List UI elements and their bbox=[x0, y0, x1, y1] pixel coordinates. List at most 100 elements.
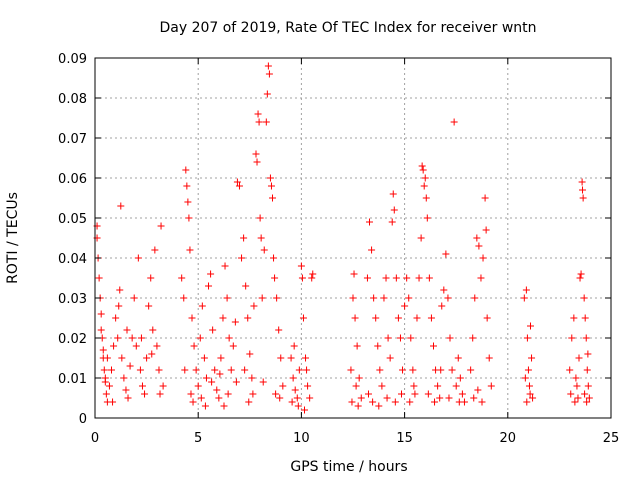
data-point bbox=[233, 178, 241, 186]
data-point bbox=[521, 374, 529, 382]
x-tick-label: 15 bbox=[396, 431, 413, 446]
data-point bbox=[438, 302, 446, 310]
data-point bbox=[577, 270, 585, 278]
data-point bbox=[264, 62, 272, 70]
data-point bbox=[190, 342, 198, 350]
data-point bbox=[352, 382, 360, 390]
data-point bbox=[124, 394, 132, 402]
data-point bbox=[256, 214, 264, 222]
data-point bbox=[566, 366, 574, 374]
data-point bbox=[351, 314, 359, 322]
data-point bbox=[263, 90, 271, 98]
data-point bbox=[257, 234, 265, 242]
data-point bbox=[101, 374, 109, 382]
data-point bbox=[444, 294, 452, 302]
data-point bbox=[200, 354, 208, 362]
data-point bbox=[269, 194, 277, 202]
data-point bbox=[219, 314, 227, 322]
data-point bbox=[279, 382, 287, 390]
data-point bbox=[369, 398, 377, 406]
data-point bbox=[300, 406, 308, 414]
data-point bbox=[249, 390, 257, 398]
data-point bbox=[529, 394, 537, 402]
data-point bbox=[110, 342, 118, 350]
data-point bbox=[189, 398, 197, 406]
data-point bbox=[477, 274, 485, 282]
plot-area-frame bbox=[94, 57, 612, 419]
data-point bbox=[376, 366, 384, 374]
data-point bbox=[585, 394, 593, 402]
data-point bbox=[245, 398, 253, 406]
y-tick-label: 0.05 bbox=[58, 212, 87, 227]
data-point bbox=[147, 274, 155, 282]
data-point bbox=[442, 250, 450, 258]
data-point bbox=[434, 382, 442, 390]
data-point bbox=[272, 390, 280, 398]
data-point bbox=[431, 398, 439, 406]
data-point bbox=[205, 282, 213, 290]
data-point bbox=[266, 174, 274, 182]
data-point bbox=[427, 314, 435, 322]
data-point bbox=[136, 366, 144, 374]
data-point bbox=[573, 382, 581, 390]
data-point bbox=[413, 314, 421, 322]
data-point bbox=[252, 150, 260, 158]
data-point bbox=[250, 302, 258, 310]
data-point bbox=[302, 354, 310, 362]
data-point bbox=[242, 282, 250, 290]
data-point bbox=[572, 374, 580, 382]
data-point bbox=[401, 302, 409, 310]
y-axis-label: ROTI / TECUs bbox=[5, 192, 21, 284]
data-point bbox=[248, 374, 256, 382]
data-point bbox=[469, 334, 477, 342]
data-point bbox=[291, 386, 299, 394]
data-point bbox=[216, 370, 224, 378]
data-point bbox=[208, 378, 216, 386]
data-point bbox=[137, 334, 145, 342]
data-point bbox=[223, 294, 231, 302]
data-point bbox=[262, 118, 270, 126]
data-point bbox=[575, 354, 583, 362]
data-point bbox=[277, 354, 285, 362]
data-point bbox=[102, 390, 110, 398]
data-point bbox=[455, 398, 463, 406]
y-tick-label: 0.02 bbox=[58, 332, 87, 347]
data-point bbox=[481, 194, 489, 202]
data-point bbox=[215, 394, 223, 402]
y-tick-label: 0 bbox=[79, 412, 87, 427]
data-point bbox=[418, 162, 426, 170]
data-point bbox=[132, 342, 140, 350]
data-point bbox=[389, 190, 397, 198]
data-point bbox=[260, 246, 268, 254]
data-point bbox=[458, 390, 466, 398]
data-point bbox=[232, 378, 240, 386]
data-point bbox=[254, 110, 262, 118]
data-point bbox=[194, 382, 202, 390]
data-point bbox=[197, 394, 205, 402]
data-point bbox=[275, 326, 283, 334]
data-point bbox=[380, 294, 388, 302]
data-point bbox=[213, 386, 221, 394]
data-point bbox=[149, 326, 157, 334]
data-point bbox=[448, 366, 456, 374]
data-point bbox=[419, 166, 427, 174]
data-point bbox=[112, 314, 120, 322]
data-point bbox=[348, 398, 356, 406]
data-point bbox=[383, 394, 391, 402]
data-point bbox=[454, 354, 462, 362]
data-point bbox=[523, 398, 531, 406]
data-point bbox=[445, 394, 453, 402]
data-point bbox=[474, 386, 482, 394]
data-point bbox=[568, 334, 576, 342]
data-point bbox=[581, 314, 589, 322]
data-point bbox=[425, 274, 433, 282]
data-point bbox=[523, 334, 531, 342]
data-point bbox=[384, 334, 392, 342]
data-point bbox=[520, 294, 528, 302]
data-point bbox=[429, 342, 437, 350]
data-point bbox=[207, 270, 215, 278]
data-point bbox=[181, 366, 189, 374]
data-point bbox=[209, 326, 217, 334]
data-point bbox=[180, 294, 188, 302]
data-point bbox=[392, 274, 400, 282]
